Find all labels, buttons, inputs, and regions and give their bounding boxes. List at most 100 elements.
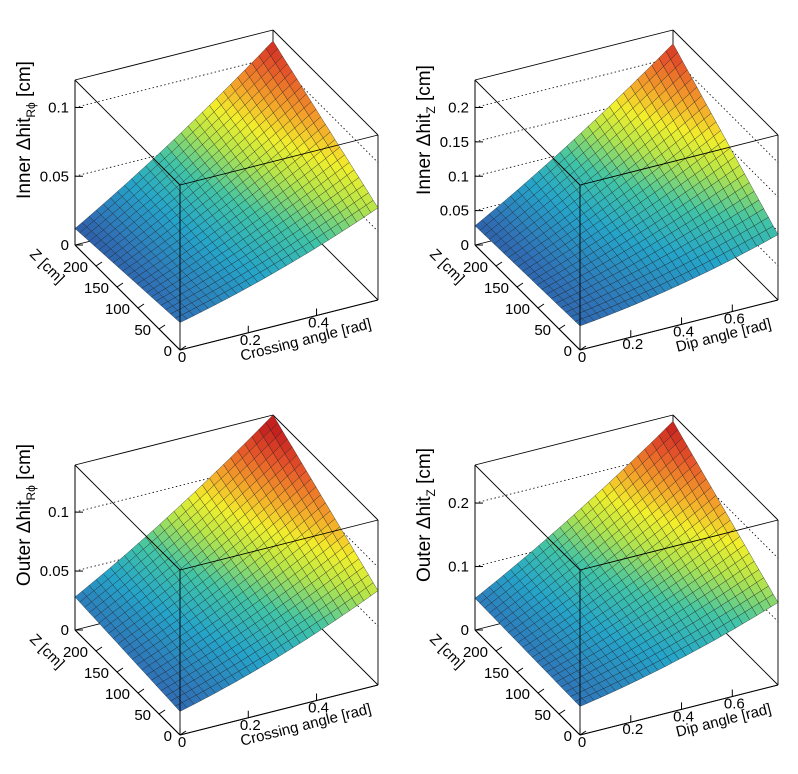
y-tick-mark [495,261,503,267]
z-tick-label: 0 [61,622,69,639]
z-axis-title: Outer ΔhitZ [cm] [414,448,438,582]
z-axis-title-unit: [cm] [14,61,35,102]
surface-mesh [474,421,779,707]
x-tick-label: 0 [578,734,586,751]
z-tick-label: 0.05 [440,203,469,220]
surface-cell [365,582,379,597]
y-tick-label: 0 [564,343,572,360]
y-tick-label: 150 [84,665,109,682]
frame-line [672,29,779,136]
y-tick-mark [537,688,545,694]
x-tick-label: 0.4 [673,708,694,725]
surface-panel-1: Inner ΔhitRϕ [cm] [14,29,379,351]
surface-panel-2: Inner ΔhitZ [cm] [414,29,779,351]
z-axis-title-unit: [cm] [414,448,435,489]
z-axis-title-subscript: Z [424,106,438,113]
y-tick-label: 150 [484,665,509,682]
z-tick-label: 0.2 [448,100,469,117]
x-tick-label: 0.2 [240,332,261,349]
surface-panel-4: Outer ΔhitZ [cm] [414,414,779,736]
frame-line [672,414,779,521]
x-tick-label: 0.4 [673,323,694,340]
z-tick-label: 0.2 [448,495,469,512]
y-tick-mark [158,324,166,330]
x-tick-label: 0.2 [622,721,643,738]
frame-line [74,79,181,186]
y-tick-label: 100 [105,301,130,318]
frame-line [74,29,274,81]
z-tick-label: 0.1 [48,504,69,521]
frame-line [474,29,674,81]
z-axis-title: Inner ΔhitZ [cm] [414,65,438,195]
x-axis-line [179,299,379,351]
frame-line [179,134,379,186]
z-axis-title-unit: [cm] [414,65,435,106]
frame-line [272,29,379,136]
z-axis-title-main: Inner Δhit [14,117,35,199]
z-axis-title-unit: [cm] [14,444,35,485]
y-axis-line [74,244,181,351]
surface-mesh [74,414,379,712]
frame-line [74,464,181,571]
z-axis-title-subscript: Rϕ [24,485,38,501]
y-tick-mark [516,282,524,288]
z-tick-label: 0.1 [448,168,469,185]
y-axis-line [74,629,181,736]
y-tick-label: 200 [63,259,88,276]
z-axis-title: Inner ΔhitRϕ [cm] [14,61,38,199]
frame-line [474,464,581,571]
z-tick-label: 0.05 [40,168,69,185]
y-tick-mark [537,303,545,309]
y-tick-mark [116,667,124,673]
y-tick-label: 150 [84,280,109,297]
x-tick-label: 0.2 [240,717,261,734]
x-tick-label: 0 [178,349,186,366]
y-tick-mark [558,709,566,715]
y-tick-label: 100 [505,686,530,703]
z-axis-title-main: Outer Δhit [414,496,435,582]
x-tick-label: 0.2 [622,336,643,353]
z-axis-title-subscript: Rϕ [24,102,38,118]
z-tick-label: 0.1 [48,100,69,117]
x-tick-label: 0.4 [308,315,329,332]
z-tick-label: 0 [461,622,469,639]
surface-mesh [74,40,379,323]
z-axis-title-main: Outer Δhit [14,500,35,586]
frame-line [272,414,379,521]
frame-line [579,134,779,186]
x-tick-label: 0 [178,734,186,751]
y-tick-label: 50 [134,707,151,724]
x-axis-line [579,299,779,351]
y-axis-line [474,244,581,351]
y-tick-mark [495,646,503,652]
y-tick-label: 100 [105,686,130,703]
y-tick-mark [158,709,166,715]
y-tick-label: 50 [534,322,551,339]
frame-line [474,79,581,186]
frame-line [179,519,379,571]
surface-mesh [474,43,779,327]
y-tick-label: 100 [505,301,530,318]
y-tick-mark [516,667,524,673]
frame-line [579,519,779,571]
y-tick-label: 200 [63,644,88,661]
surface-cell [765,225,779,239]
x-tick-label: 0 [578,349,586,366]
x-axis-line [179,684,379,736]
frame-line [474,414,674,466]
y-tick-label: 200 [463,259,488,276]
z-tick-label: 0 [461,237,469,254]
y-tick-mark [137,688,145,694]
y-tick-label: 50 [134,322,151,339]
y-tick-mark [116,282,124,288]
z-axis-title: Outer ΔhitRϕ [cm] [14,444,38,586]
z-tick-label: 0 [61,237,69,254]
y-tick-label: 0 [564,728,572,745]
x-tick-label: 0.4 [308,700,329,717]
surface-cell [365,200,379,213]
z-tick-label: 0.1 [448,559,469,576]
y-tick-label: 0 [164,343,172,360]
z-tick-label: 0.05 [40,563,69,580]
y-tick-mark [95,646,103,652]
